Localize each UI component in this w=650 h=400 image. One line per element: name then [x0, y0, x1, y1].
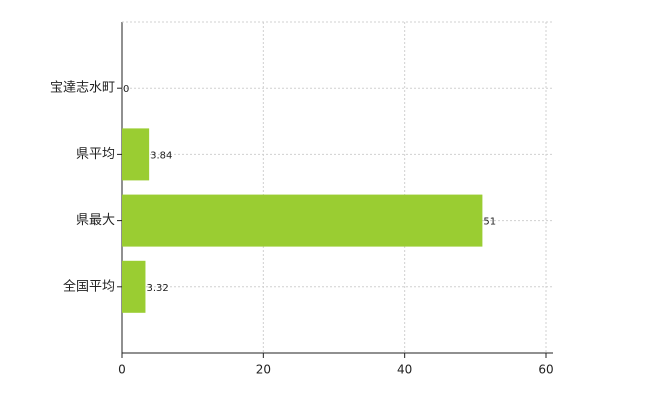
x-tick-label: 60	[538, 363, 553, 377]
y-tick-label: 県平均	[76, 147, 115, 162]
value-label: 51	[483, 217, 496, 228]
bar	[122, 128, 150, 181]
value-label: 3.84	[150, 150, 172, 161]
x-tick-label: 20	[256, 363, 271, 377]
bar	[122, 260, 146, 313]
value-label: 3.32	[146, 283, 168, 294]
y-tick-label: 県最大	[76, 213, 115, 228]
y-tick-label: 全国平均	[63, 278, 115, 294]
value-label: 0	[123, 84, 129, 95]
y-tick-label: 宝達志水町	[50, 81, 115, 96]
bar	[122, 194, 483, 247]
x-tick-label: 0	[118, 363, 126, 377]
x-tick-label: 40	[397, 363, 412, 377]
